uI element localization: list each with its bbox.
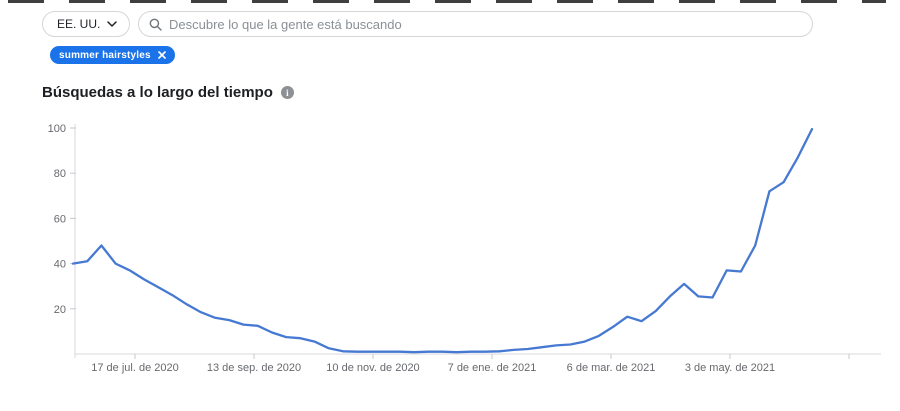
y-tick-label: 100 (48, 123, 66, 135)
section-header: Búsquedas a lo largo del tiempo i (42, 84, 294, 101)
x-tick-label: 7 de ene. de 2021 (448, 362, 537, 374)
search-bar[interactable] (138, 11, 813, 37)
x-tick-label: 3 de may. de 2021 (685, 362, 775, 374)
search-term-label: summer hairstyles (59, 49, 151, 61)
region-selector[interactable]: EE. UU. (42, 11, 130, 37)
y-tick-label: 80 (54, 168, 66, 180)
chart-container: 20 40 60 80 100 17 de jul. de 2020 13 de sep. … (0, 115, 900, 411)
y-tick-label: 40 (54, 259, 66, 271)
search-icon (149, 18, 169, 31)
search-input[interactable] (169, 16, 802, 32)
remove-term-icon[interactable] (157, 51, 166, 59)
chevron-down-icon (107, 21, 117, 27)
region-selector-label: EE. UU. (57, 17, 101, 31)
trend-chart: 20 40 60 80 100 17 de jul. de 2020 13 de sep. … (48, 123, 881, 374)
section-title: Búsquedas a lo largo del tiempo (42, 84, 273, 101)
y-tick-label: 20 (54, 304, 66, 316)
trend-line (71, 127, 814, 354)
y-tick-label: 60 (54, 213, 66, 225)
x-tick-label: 17 de jul. de 2020 (91, 362, 178, 374)
x-tick-label: 10 de nov. de 2020 (326, 362, 419, 374)
info-icon[interactable]: i (280, 86, 294, 99)
top-crop-dashes (8, 0, 886, 3)
search-term-tag[interactable]: summer hairstyles (50, 46, 175, 64)
x-tick-label: 13 de sep. de 2020 (207, 362, 301, 374)
x-tick-label: 6 de mar. de 2021 (567, 362, 656, 374)
